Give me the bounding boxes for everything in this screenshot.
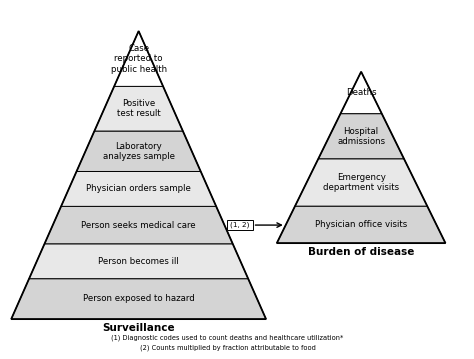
Text: (1) Diagnostic codes used to count deaths and healthcare utilization*: (1) Diagnostic codes used to count death… [111, 334, 344, 341]
Text: Laboratory
analyzes sample: Laboratory analyzes sample [103, 141, 174, 161]
Text: Case
reported to
public health: Case reported to public health [110, 44, 167, 74]
Polygon shape [76, 131, 201, 172]
Text: Physician orders sample: Physician orders sample [86, 185, 191, 194]
Polygon shape [94, 87, 183, 131]
Polygon shape [11, 279, 266, 319]
Text: Emergency
department visits: Emergency department visits [323, 173, 399, 192]
Polygon shape [277, 206, 446, 243]
Polygon shape [29, 244, 248, 279]
Polygon shape [340, 72, 382, 114]
Polygon shape [114, 31, 163, 87]
Text: Hospital
admissions: Hospital admissions [337, 126, 385, 146]
Text: Person seeks medical care: Person seeks medical care [82, 220, 196, 229]
Polygon shape [319, 114, 404, 159]
Text: Deaths: Deaths [346, 88, 376, 97]
Text: (1, 2): (1, 2) [230, 222, 249, 228]
Text: (2) Counts multiplied by fraction attributable to food: (2) Counts multiplied by fraction attrib… [140, 345, 316, 351]
Text: Person exposed to hazard: Person exposed to hazard [83, 294, 194, 303]
Polygon shape [45, 206, 233, 244]
Text: Burden of disease: Burden of disease [308, 247, 414, 257]
Polygon shape [61, 172, 216, 206]
Polygon shape [295, 159, 427, 206]
Text: Surveillance: Surveillance [102, 323, 175, 334]
Text: Person becomes ill: Person becomes ill [98, 257, 179, 266]
Text: Positive
test result: Positive test result [117, 99, 161, 118]
FancyBboxPatch shape [227, 220, 253, 230]
Text: Physician office visits: Physician office visits [315, 220, 407, 229]
